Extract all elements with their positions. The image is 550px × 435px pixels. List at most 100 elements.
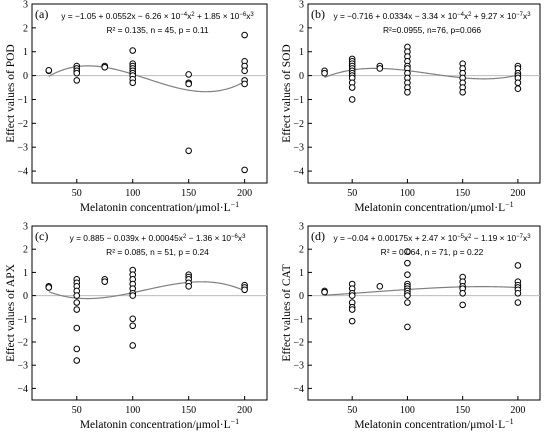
data-point	[348, 84, 356, 91]
equation-exponent: 3	[250, 12, 254, 18]
equation-term: y = −1.05 + 0.0552x − 6.26 × 10	[61, 11, 180, 21]
fit-equation: y = 0.885 − 0.039x + 0.00045x2 − 1.36 × …	[70, 233, 246, 243]
plot-frame	[31, 225, 268, 401]
y-tick-label: 2	[23, 245, 28, 256]
data-point	[101, 63, 109, 71]
x-tick-label: 100	[400, 405, 415, 416]
equation-exponent: 2	[183, 234, 187, 240]
y-tick-label: −4	[17, 384, 28, 395]
data-point	[376, 65, 384, 72]
equation-term: x	[523, 233, 528, 243]
fit-curve	[48, 281, 245, 300]
equation-term: x	[187, 11, 192, 21]
y-axis-label: Effect values of APX	[5, 263, 17, 362]
data-point	[514, 289, 522, 297]
equation-term: − 1.36 × 10	[186, 233, 231, 243]
x-tick-label: 200	[237, 188, 252, 199]
chart-panel-1: −4 −3 −2 −1 0 1 2 3 50 100 150 200 (a) y = −1.05 + 0.…	[5, 0, 268, 215]
panel-label: (a)	[35, 7, 48, 21]
data-point	[404, 292, 411, 299]
y-tick-label: −1	[17, 95, 28, 106]
x-tick-label: 100	[125, 188, 140, 199]
plot-frame	[31, 3, 268, 184]
equation-term: x	[238, 233, 243, 243]
x-tick-label: 150	[455, 405, 470, 416]
data-point	[129, 322, 137, 330]
data-point	[404, 89, 411, 96]
equation-exponent: −4	[180, 12, 188, 18]
equation-exponent: −6	[231, 234, 239, 240]
x-tick-label: 100	[125, 405, 140, 416]
data-point	[459, 89, 466, 96]
equation-exponent: −4	[457, 12, 465, 18]
fit-statistics: R² = 0.064, n = 71, p = 0.22	[381, 247, 484, 257]
data-point	[404, 248, 411, 255]
data-point	[404, 259, 411, 267]
fit-curve	[48, 65, 245, 93]
panel-label: (b)	[311, 7, 325, 21]
y-tick-label: −2	[293, 338, 304, 349]
data-point	[73, 77, 81, 84]
equation-term: x	[464, 11, 469, 21]
x-tick-label: 200	[510, 405, 525, 416]
equation-exponent: −7	[516, 12, 524, 18]
y-tick-label: 3	[23, 222, 28, 233]
y-axis-label: Effect values of CAT	[281, 264, 293, 361]
fit-statistics: R² = 0.085, n = 51, p = 0.24	[106, 247, 209, 257]
equation-term: − 1.19 × 10	[471, 233, 516, 243]
y-tick-label: 3	[23, 0, 28, 11]
y-axis-label: Effect values of POD	[5, 44, 17, 142]
y-axis-label: Effect values of SOD	[281, 44, 293, 142]
x-tick-label: 50	[347, 405, 357, 416]
x-axis-label: Melatonin concentration/μmol·L−1	[80, 200, 239, 215]
equation-term: x	[523, 11, 528, 21]
fit-curve	[324, 286, 518, 296]
equation-term: x	[464, 233, 469, 243]
equation-term: y = −0.04 + 0.00175x + 2.47 × 10	[333, 233, 457, 243]
chart-panel-4: −4 −3 −2 −1 0 1 2 3 50 100 150 200 (d) y = −0.04 + 0.…	[281, 222, 541, 431]
data-point	[185, 147, 192, 155]
data-point	[514, 85, 522, 93]
chart-panel-2: −4 −3 −2 −1 0 1 2 3 50 100 150 200 (b) y = −0.716 + 0…	[281, 0, 541, 215]
x-axis-label-text: Melatonin concentration/μmol·L	[80, 419, 231, 431]
y-tick-label: −1	[17, 314, 28, 325]
x-axis-label-exponent: −1	[231, 200, 240, 209]
equation-exponent: 2	[191, 12, 195, 18]
data-point	[459, 289, 466, 297]
x-tick-label: 100	[400, 188, 415, 199]
y-tick-label: −4	[293, 384, 304, 395]
equation-term: + 9.27 × 10	[471, 11, 516, 21]
equation-exponent: 2	[468, 234, 472, 240]
fit-statistics: R² = 0.135, n = 45, p = 0.11	[106, 25, 208, 35]
x-tick-label: 150	[181, 405, 196, 416]
data-point	[241, 166, 248, 174]
x-tick-label: 50	[72, 405, 82, 416]
data-point	[73, 69, 81, 77]
y-tick-label: 2	[299, 23, 304, 34]
data-point	[129, 342, 137, 349]
data-point	[404, 271, 411, 279]
data-point	[348, 292, 356, 299]
data-point	[321, 288, 328, 296]
data-point	[348, 96, 356, 103]
y-tick-label: −3	[17, 361, 28, 372]
y-tick-label: 2	[23, 23, 28, 34]
data-point	[459, 301, 466, 309]
fit-equation: y = −0.04 + 0.00175x + 2.47 × 10−5x2 − 1…	[333, 233, 531, 243]
y-tick-label: 3	[299, 0, 304, 11]
x-axis-label-exponent: −1	[231, 417, 240, 426]
data-point	[129, 79, 137, 87]
equation-term: y = −0.716 + 0.0334x − 3.34 × 10	[333, 11, 457, 21]
y-tick-label: 1	[299, 47, 304, 58]
fit-curve	[324, 67, 519, 80]
y-tick-label: −3	[293, 361, 304, 372]
y-tick-label: −4	[17, 167, 28, 178]
x-tick-label: 150	[181, 188, 196, 199]
y-tick-label: 0	[299, 71, 304, 82]
data-point	[404, 299, 411, 306]
y-tick-label: 1	[23, 47, 28, 58]
data-point	[185, 80, 192, 88]
x-axis-label: Melatonin concentration/μmol·L−1	[354, 200, 513, 215]
data-point	[73, 306, 81, 313]
